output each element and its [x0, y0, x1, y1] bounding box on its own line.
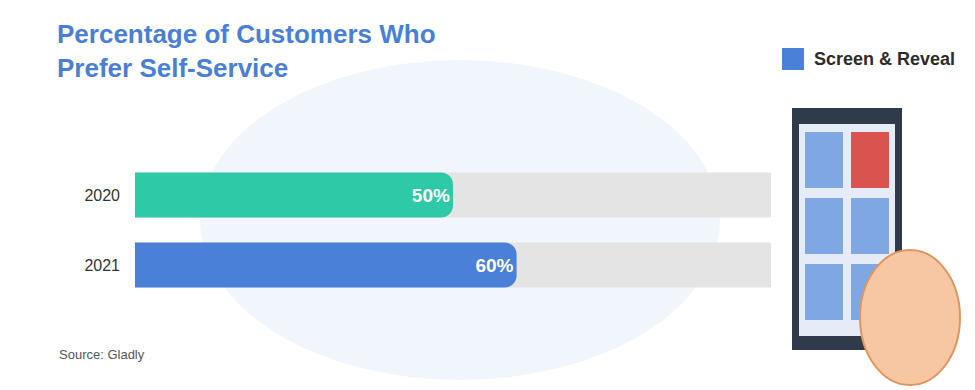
svg-text:50%: 50%	[412, 185, 450, 206]
svg-text:2021: 2021	[84, 257, 120, 274]
svg-text:Percentage of Customers WhoPre: Percentage of Customers WhoPrefer Self-S…	[57, 19, 436, 83]
svg-text:60%: 60%	[475, 255, 513, 276]
svg-text:Source: Gladly: Source: Gladly	[59, 347, 145, 362]
svg-text:2020: 2020	[84, 187, 120, 204]
svg-text:Screen & Reveal: Screen & Reveal	[814, 49, 955, 69]
